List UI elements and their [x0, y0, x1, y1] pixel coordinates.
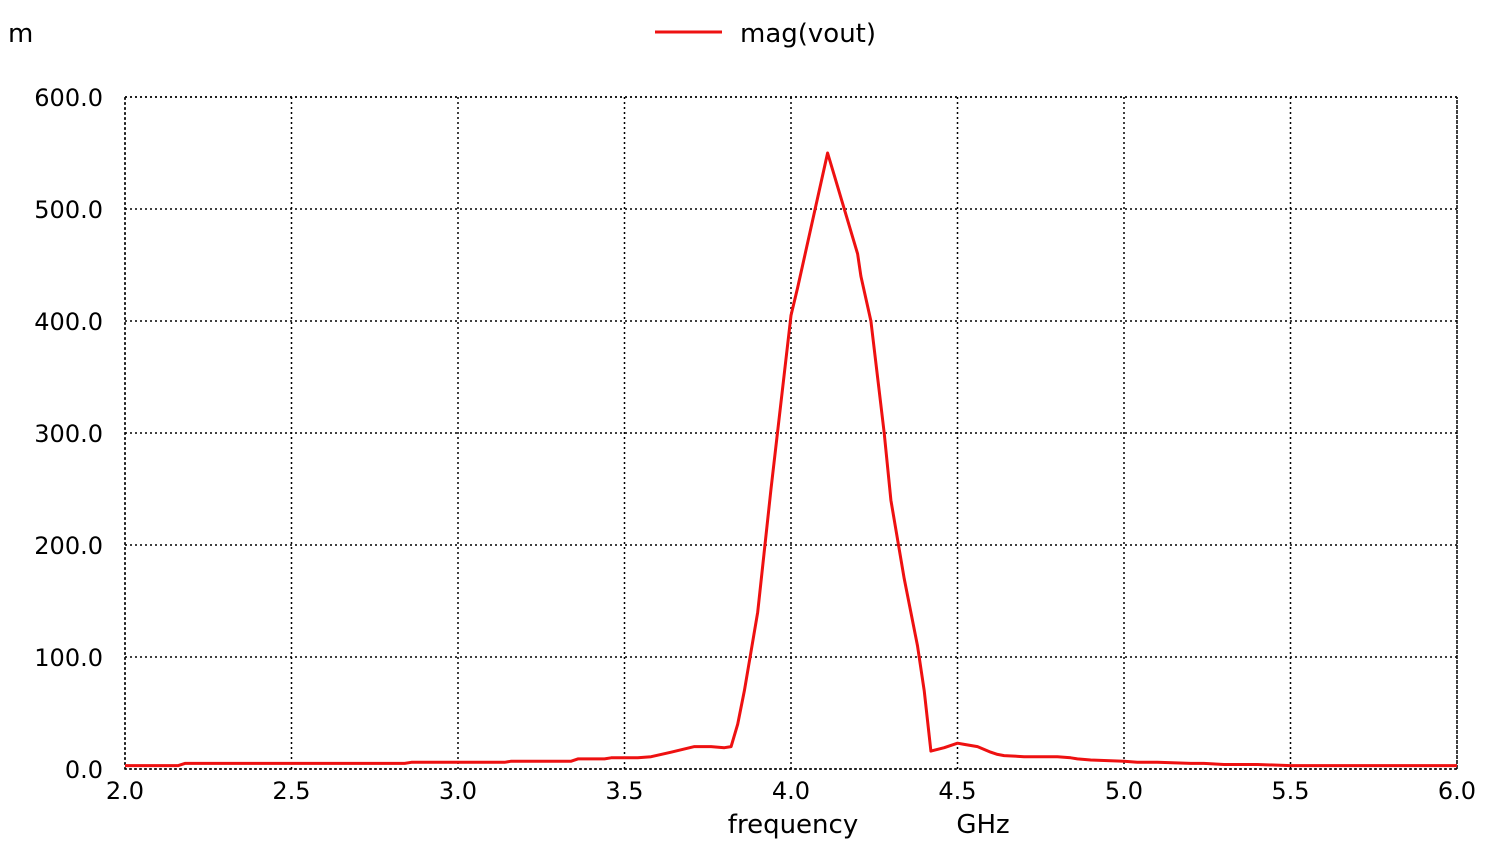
legend-label-mag-vout: mag(vout): [740, 19, 876, 49]
y-unit-prefix: m: [8, 19, 33, 49]
x-tick-label: 2.0: [106, 777, 144, 805]
plot-area: [124, 96, 1458, 770]
x-tick-label: 3.0: [439, 777, 477, 805]
y-tick-label: 400.0: [34, 308, 103, 336]
x-tick-label: 4.0: [772, 777, 810, 805]
x-axis-ticks: 2.0 2.5 3.0 3.5 4.0 4.5 5.0 5.5 6.0: [106, 777, 1476, 805]
x-tick-label: 5.0: [1105, 777, 1143, 805]
x-tick-label: 3.5: [605, 777, 643, 805]
x-axis-unit: GHz: [956, 810, 1009, 840]
series-line-mag-vout: [125, 151, 1457, 768]
legend: mag(vout): [655, 19, 876, 49]
x-tick-label: 6.0: [1438, 777, 1476, 805]
y-tick-label: 200.0: [34, 532, 103, 560]
y-tick-label: 100.0: [34, 644, 103, 672]
x-axis-label: frequency: [728, 810, 858, 840]
y-tick-label: 600.0: [34, 84, 103, 112]
y-tick-label: 0.0: [65, 756, 103, 784]
y-tick-label: 300.0: [34, 420, 103, 448]
series-layer: [125, 151, 1457, 768]
x-tick-label: 5.5: [1271, 777, 1309, 805]
y-tick-label: 500.0: [34, 196, 103, 224]
x-tick-label: 2.5: [272, 777, 310, 805]
x-tick-label: 4.5: [938, 777, 976, 805]
y-axis-ticks: 0.0 100.0 200.0 300.0 400.0 500.0 600.0: [34, 84, 103, 784]
